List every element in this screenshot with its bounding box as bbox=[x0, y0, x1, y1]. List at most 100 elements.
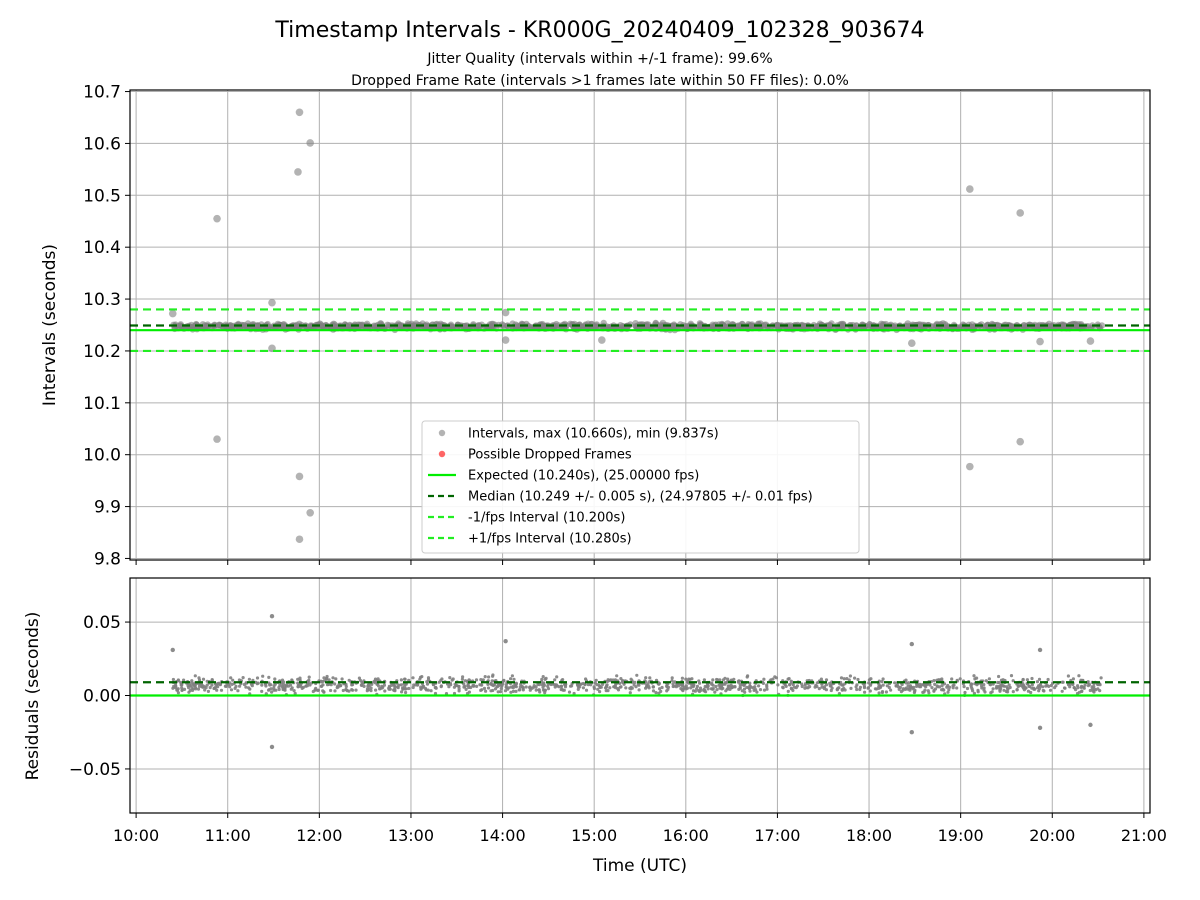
interval-point bbox=[296, 685, 300, 689]
interval-point bbox=[511, 689, 515, 694]
intervals-panel: 9.8 9.9 10.0 10.1 10.2 10.3 10.4 10.5 10.6 10.7 In… bbox=[83, 83, 1151, 569]
interval-point bbox=[1042, 689, 1046, 693]
interval-point bbox=[946, 683, 950, 688]
interval-point bbox=[924, 685, 928, 689]
interval-point bbox=[718, 678, 722, 682]
interval-point bbox=[684, 677, 688, 681]
interval-point bbox=[972, 674, 976, 678]
interval-point bbox=[881, 677, 885, 681]
interval-point bbox=[1053, 686, 1057, 690]
interval-point bbox=[762, 688, 767, 692]
interval-point bbox=[963, 690, 967, 695]
interval-point bbox=[711, 678, 715, 682]
interval-point bbox=[950, 677, 954, 681]
outlier-point bbox=[1016, 209, 1025, 217]
interval-point bbox=[1028, 684, 1032, 689]
interval-point bbox=[250, 684, 254, 688]
interval-point bbox=[1062, 686, 1067, 690]
interval-point bbox=[1006, 690, 1010, 694]
chart-subtitle-jitter: Jitter Quality (intervals within +/-1 fr… bbox=[426, 51, 772, 67]
interval-point bbox=[858, 685, 863, 689]
interval-point bbox=[260, 683, 264, 687]
interval-point bbox=[928, 683, 932, 687]
interval-point bbox=[474, 678, 479, 682]
interval-point bbox=[397, 683, 401, 687]
interval-point bbox=[819, 677, 824, 681]
legend-label: +1/fps Interval (10.280s) bbox=[468, 532, 632, 547]
interval-point bbox=[354, 688, 358, 692]
interval-point bbox=[509, 690, 513, 694]
interval-point bbox=[737, 687, 741, 692]
interval-point bbox=[504, 683, 508, 687]
interval-point bbox=[175, 688, 180, 692]
interval-point bbox=[665, 684, 669, 689]
interval-point bbox=[594, 678, 598, 682]
interval-point bbox=[269, 687, 273, 691]
interval-point bbox=[935, 678, 939, 682]
interval-point bbox=[176, 691, 180, 695]
interval-point bbox=[648, 676, 652, 680]
interval-point bbox=[251, 678, 255, 682]
interval-point bbox=[880, 680, 884, 684]
interval-point bbox=[1060, 689, 1064, 693]
interval-point bbox=[972, 691, 977, 695]
interval-point bbox=[380, 684, 384, 689]
interval-point bbox=[370, 682, 374, 687]
interval-point bbox=[878, 684, 882, 688]
interval-point bbox=[231, 678, 235, 682]
interval-point bbox=[829, 688, 833, 693]
interval-point bbox=[236, 689, 240, 693]
interval-point bbox=[670, 679, 674, 683]
interval-point bbox=[388, 687, 392, 691]
outlier-point bbox=[1086, 337, 1095, 345]
interval-point bbox=[484, 689, 488, 693]
interval-point bbox=[715, 688, 719, 692]
interval-point bbox=[229, 676, 233, 680]
interval-point bbox=[873, 687, 878, 691]
interval-point bbox=[749, 685, 753, 689]
interval-point bbox=[1047, 684, 1051, 689]
interval-point bbox=[289, 687, 293, 691]
interval-point bbox=[581, 686, 586, 690]
interval-point bbox=[999, 678, 1004, 682]
interval-point bbox=[534, 685, 538, 689]
interval-point bbox=[646, 682, 650, 686]
interval-point bbox=[791, 688, 795, 693]
interval-point bbox=[401, 686, 405, 690]
interval-point bbox=[868, 689, 872, 693]
interval-point bbox=[1005, 685, 1009, 689]
interval-point bbox=[1080, 685, 1084, 689]
interval-point bbox=[791, 683, 795, 687]
x-tick-label: 15:00 bbox=[571, 826, 617, 845]
interval-point bbox=[849, 686, 853, 691]
interval-point bbox=[1035, 680, 1039, 684]
interval-point bbox=[938, 678, 942, 682]
interval-point bbox=[714, 684, 718, 689]
interval-point bbox=[613, 678, 618, 682]
interval-point bbox=[940, 684, 944, 688]
interval-point bbox=[815, 684, 819, 689]
interval-point bbox=[511, 684, 515, 688]
interval-point bbox=[922, 690, 926, 694]
interval-point bbox=[298, 676, 302, 680]
interval-point bbox=[1030, 676, 1034, 681]
interval-point bbox=[982, 683, 986, 687]
interval-point bbox=[464, 687, 468, 692]
interval-point bbox=[729, 683, 733, 687]
interval-point bbox=[561, 688, 565, 692]
interval-point bbox=[518, 688, 522, 692]
interval-point bbox=[803, 686, 807, 690]
interval-point bbox=[671, 684, 675, 689]
interval-point bbox=[396, 686, 400, 690]
interval-point bbox=[273, 677, 277, 681]
interval-point bbox=[854, 685, 858, 689]
interval-point bbox=[598, 684, 602, 689]
interval-point bbox=[885, 684, 889, 688]
interval-point bbox=[884, 690, 889, 694]
interval-point bbox=[202, 685, 207, 689]
interval-point bbox=[822, 687, 827, 691]
interval-point bbox=[432, 682, 436, 686]
outlier-point bbox=[501, 308, 510, 317]
x-tick-label: 19:00 bbox=[938, 826, 984, 845]
outlier-point bbox=[213, 214, 221, 223]
